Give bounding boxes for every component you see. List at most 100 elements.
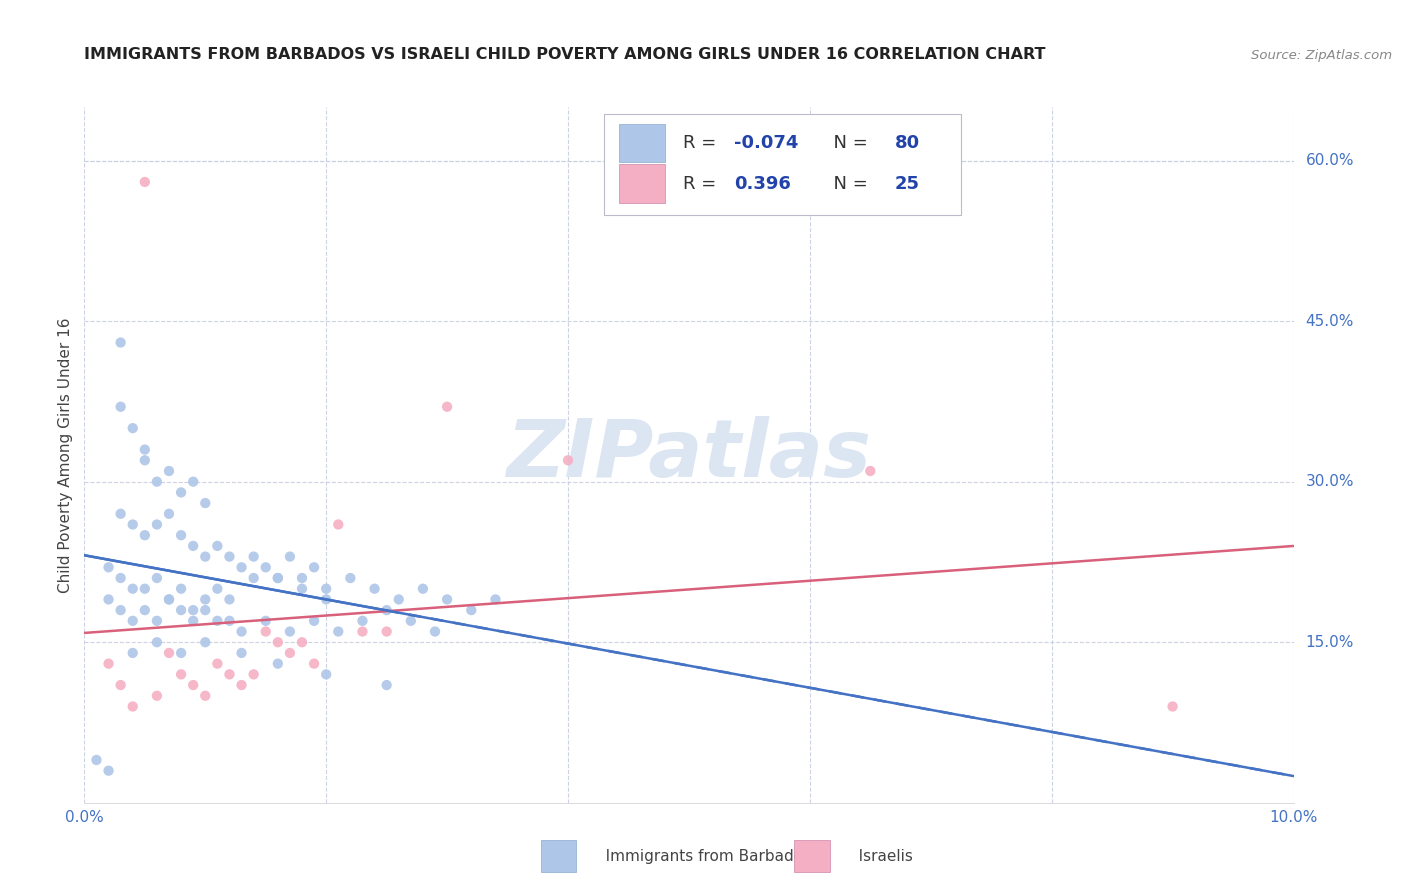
Point <box>157 646 180 660</box>
Point <box>181 539 204 553</box>
Point <box>254 560 277 574</box>
Point <box>121 646 143 660</box>
Point <box>436 592 458 607</box>
Point <box>121 699 143 714</box>
Point <box>134 603 156 617</box>
Point <box>110 400 132 414</box>
Point <box>399 614 422 628</box>
Point <box>170 667 193 681</box>
Point <box>315 592 337 607</box>
Point <box>181 603 204 617</box>
Point <box>194 689 217 703</box>
Point <box>859 464 882 478</box>
Point <box>207 582 229 596</box>
Point <box>302 560 325 574</box>
Point <box>121 517 143 532</box>
Point <box>146 475 169 489</box>
Point <box>218 549 240 564</box>
Point <box>315 667 337 681</box>
Point <box>121 582 143 596</box>
Point <box>388 592 411 607</box>
Point <box>375 603 398 617</box>
Text: -0.074: -0.074 <box>734 134 799 153</box>
Point <box>352 614 374 628</box>
Point <box>352 624 374 639</box>
FancyBboxPatch shape <box>605 114 962 215</box>
Point <box>110 571 132 585</box>
Point <box>375 624 398 639</box>
Point <box>412 582 434 596</box>
Point <box>170 582 193 596</box>
Point <box>242 549 264 564</box>
Point <box>218 667 240 681</box>
Text: 45.0%: 45.0% <box>1306 314 1354 328</box>
Point <box>254 614 277 628</box>
Point <box>423 624 446 639</box>
Point <box>86 753 108 767</box>
Point <box>231 678 253 692</box>
Text: 60.0%: 60.0% <box>1306 153 1354 168</box>
Point <box>484 592 506 607</box>
Point <box>146 635 169 649</box>
Text: ZIPatlas: ZIPatlas <box>506 416 872 494</box>
Point <box>157 592 180 607</box>
Point <box>207 657 229 671</box>
Point <box>278 624 301 639</box>
Point <box>110 678 132 692</box>
Point <box>97 560 120 574</box>
Text: N =: N = <box>823 175 873 193</box>
Point <box>218 614 240 628</box>
Point <box>291 635 314 649</box>
Point <box>170 528 193 542</box>
Point <box>291 571 314 585</box>
Point <box>194 635 217 649</box>
Text: IMMIGRANTS FROM BARBADOS VS ISRAELI CHILD POVERTY AMONG GIRLS UNDER 16 CORRELATI: IMMIGRANTS FROM BARBADOS VS ISRAELI CHIL… <box>84 47 1046 62</box>
Point <box>302 657 325 671</box>
Point <box>121 421 143 435</box>
Point <box>157 592 180 607</box>
Text: 30.0%: 30.0% <box>1306 475 1354 489</box>
Point <box>181 678 204 692</box>
Point <box>170 603 193 617</box>
Point <box>207 614 229 628</box>
Text: 80: 80 <box>894 134 920 153</box>
Point <box>134 582 156 596</box>
Point <box>254 624 277 639</box>
Point <box>134 453 156 467</box>
Y-axis label: Child Poverty Among Girls Under 16: Child Poverty Among Girls Under 16 <box>58 318 73 592</box>
Point <box>315 582 337 596</box>
Point <box>121 614 143 628</box>
Point <box>134 175 156 189</box>
Point <box>375 678 398 692</box>
Text: R =: R = <box>683 175 728 193</box>
Point <box>97 764 120 778</box>
FancyBboxPatch shape <box>619 124 665 162</box>
Point <box>207 539 229 553</box>
Point <box>194 496 217 510</box>
Point <box>291 582 314 596</box>
Point <box>194 603 217 617</box>
Point <box>460 603 482 617</box>
Point <box>97 592 120 607</box>
Point <box>231 560 253 574</box>
Point <box>181 614 204 628</box>
Point <box>328 517 350 532</box>
Point <box>231 646 253 660</box>
Point <box>278 646 301 660</box>
Point <box>110 507 132 521</box>
Point <box>134 528 156 542</box>
Point <box>146 517 169 532</box>
Point <box>181 475 204 489</box>
Text: R =: R = <box>683 134 721 153</box>
Point <box>146 571 169 585</box>
Point <box>1161 699 1184 714</box>
Point <box>436 400 458 414</box>
Text: 15.0%: 15.0% <box>1306 635 1354 649</box>
Point <box>242 571 264 585</box>
Point <box>170 646 193 660</box>
Point <box>267 657 290 671</box>
Point <box>242 667 264 681</box>
Text: 25: 25 <box>894 175 920 193</box>
Point <box>146 689 169 703</box>
Text: N =: N = <box>823 134 873 153</box>
